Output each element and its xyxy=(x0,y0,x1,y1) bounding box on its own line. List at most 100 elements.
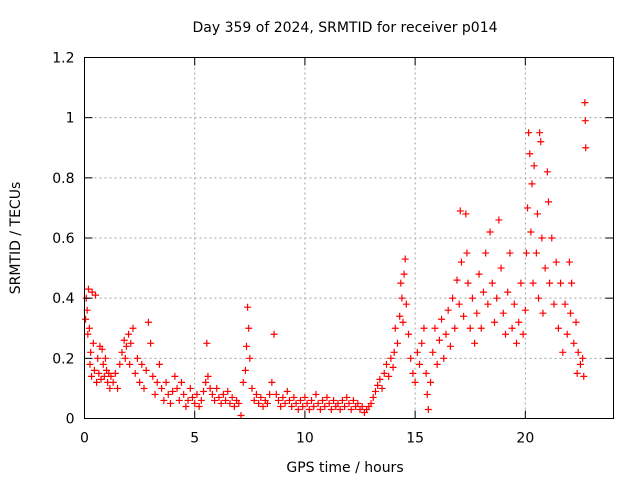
data-point xyxy=(435,336,443,344)
y-tick-label: 1.2 xyxy=(52,51,74,67)
data-point xyxy=(166,399,174,407)
data-point xyxy=(433,360,441,368)
data-point xyxy=(387,354,395,362)
data-point xyxy=(444,306,452,314)
y-tick-label: 0.2 xyxy=(52,351,74,367)
data-point xyxy=(164,390,172,398)
data-point xyxy=(292,399,300,407)
y-tick-label: 1 xyxy=(66,111,75,127)
data-point xyxy=(121,354,129,362)
data-point xyxy=(226,399,234,407)
data-point xyxy=(155,360,163,368)
data-point xyxy=(495,216,503,224)
data-point xyxy=(84,330,92,338)
data-point xyxy=(228,393,236,401)
data-point xyxy=(517,279,525,287)
x-axis-label: GPS time / hours xyxy=(286,460,403,476)
data-point xyxy=(82,315,90,323)
data-point xyxy=(97,375,105,383)
data-point xyxy=(193,390,201,398)
data-point xyxy=(142,366,150,374)
data-point xyxy=(297,396,305,404)
data-point xyxy=(101,354,109,362)
data-point xyxy=(206,384,214,392)
data-point xyxy=(325,399,333,407)
data-point xyxy=(563,330,571,338)
x-tick-label: 20 xyxy=(516,431,534,447)
data-point xyxy=(464,279,472,287)
data-point xyxy=(131,369,139,377)
data-point xyxy=(423,390,431,398)
data-point xyxy=(526,150,534,158)
data-point xyxy=(186,384,194,392)
data-point xyxy=(277,402,285,410)
data-point xyxy=(95,369,103,377)
data-point xyxy=(398,294,406,302)
data-point xyxy=(422,369,430,377)
data-point xyxy=(250,396,258,404)
data-point xyxy=(537,138,545,146)
data-point xyxy=(149,372,157,380)
data-point xyxy=(244,303,252,311)
data-point xyxy=(488,279,496,287)
data-point xyxy=(323,393,331,401)
data-point xyxy=(402,300,410,308)
data-point xyxy=(479,288,487,296)
data-point xyxy=(263,399,271,407)
data-point xyxy=(191,399,199,407)
data-point xyxy=(239,378,247,386)
data-point xyxy=(561,300,569,308)
data-point xyxy=(127,339,135,347)
data-point xyxy=(243,342,251,350)
x-tick-label: 10 xyxy=(296,431,314,447)
data-point xyxy=(532,249,540,257)
data-point xyxy=(294,405,302,413)
data-point xyxy=(390,348,398,356)
data-point xyxy=(413,348,421,356)
data-point xyxy=(510,300,518,308)
data-point xyxy=(385,372,393,380)
data-point xyxy=(255,399,263,407)
data-point xyxy=(565,258,573,266)
data-point xyxy=(522,249,530,257)
data-point xyxy=(533,210,541,218)
data-point xyxy=(574,348,582,356)
y-tick-label: 0 xyxy=(66,412,75,428)
data-point xyxy=(382,360,390,368)
data-point xyxy=(338,396,346,404)
data-point xyxy=(245,324,253,332)
data-point xyxy=(106,384,114,392)
data-point xyxy=(162,378,170,386)
data-point xyxy=(136,378,144,386)
data-point xyxy=(515,318,523,326)
data-point xyxy=(442,330,450,338)
data-point xyxy=(321,402,329,410)
data-point xyxy=(501,330,509,338)
x-tick-label: 0 xyxy=(80,431,89,447)
data-point xyxy=(84,285,92,293)
data-point xyxy=(543,168,551,176)
data-point xyxy=(270,330,278,338)
data-point xyxy=(125,330,133,338)
data-point xyxy=(169,387,177,395)
data-point xyxy=(347,405,355,413)
data-point xyxy=(573,369,581,377)
data-point xyxy=(371,387,379,395)
data-point xyxy=(457,258,465,266)
data-point xyxy=(455,300,463,308)
data-point xyxy=(290,393,298,401)
data-point xyxy=(120,336,128,344)
data-point xyxy=(173,384,181,392)
data-point xyxy=(397,279,405,287)
data-point xyxy=(490,318,498,326)
data-point xyxy=(579,354,587,362)
data-point xyxy=(88,288,96,296)
data-point xyxy=(230,402,238,410)
data-point xyxy=(252,390,260,398)
data-point xyxy=(376,375,384,383)
data-point xyxy=(416,360,424,368)
data-point xyxy=(86,360,94,368)
data-point xyxy=(140,384,148,392)
data-point xyxy=(557,279,565,287)
